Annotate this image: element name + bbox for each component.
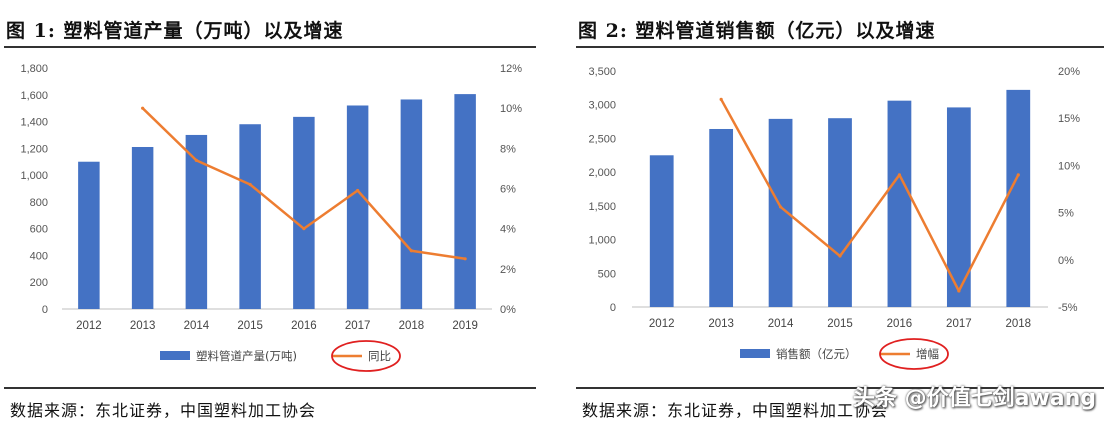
category-tick-label: 2017 — [345, 320, 371, 332]
right-axis-tick-label: 2% — [500, 264, 516, 276]
left-axis-tick-label: 400 — [30, 250, 48, 262]
right-axis-tick-label: -5% — [1058, 302, 1078, 314]
category-tick-label: 2015 — [827, 318, 853, 330]
figure-title: 图 1: 塑料管道产量（万吨）以及增速 — [6, 20, 344, 42]
left-axis-tick-label: 1,800 — [20, 63, 48, 75]
watermark-text: 头条 @价值七剑awang — [852, 386, 1096, 411]
line-point — [356, 188, 360, 193]
right-axis-tick-label: 15% — [1058, 113, 1080, 125]
line-point — [409, 249, 413, 253]
bottom-rule — [4, 387, 536, 389]
line-point — [719, 97, 723, 101]
bar — [709, 128, 734, 307]
category-tick-label: 2014 — [184, 320, 210, 332]
right-axis-tick-label: 0% — [500, 304, 516, 316]
line-point — [302, 227, 306, 231]
category-tick-label: 2016 — [887, 318, 913, 330]
category-tick-label: 2012 — [76, 320, 102, 332]
right-axis-tick-label: 10% — [1058, 160, 1080, 172]
category-tick-label: 2012 — [649, 318, 675, 330]
legend-highlight-ellipse — [331, 340, 401, 372]
left-axis-tick-label: 1,500 — [588, 201, 616, 213]
chart-2: 0 500 1,000 1,500 2,000 2,500 3,000 3,500 -5% 0% 5… — [588, 66, 1080, 370]
bar — [887, 100, 912, 307]
category-tick-label: 2015 — [237, 320, 263, 332]
bar — [185, 134, 208, 309]
source-note: 数据来源：东北证券，中国塑料加工协会 — [10, 401, 317, 420]
bar — [649, 155, 674, 307]
left-axis-tick-label: 0 — [610, 302, 616, 314]
category-tick-label: 2018 — [399, 320, 425, 332]
left-axis-tick-label: 0 — [42, 304, 48, 316]
bar — [400, 99, 423, 309]
line-point — [141, 106, 145, 110]
left-axis-tick-label: 1,200 — [20, 143, 48, 155]
right-axis-tick-label: 12% — [500, 63, 522, 75]
figure-2: 图 2: 塑料管道销售额（亿元）以及增速 0 500 1,000 1,500 2,000… — [572, 0, 1108, 422]
category-tick-label: 2017 — [946, 318, 972, 330]
source-note: 数据来源：东北证券，中国塑料加工协会 — [582, 401, 889, 420]
left-axis-tick-label: 3,500 — [588, 66, 616, 78]
legend-bar-swatch — [740, 349, 770, 358]
bar — [131, 146, 154, 309]
right-axis-tick-label: 20% — [1058, 66, 1080, 78]
line-point — [838, 254, 842, 258]
line-point — [194, 158, 198, 162]
line-point — [778, 205, 783, 209]
right-axis-tick-label: 4% — [500, 224, 516, 236]
line-point — [897, 173, 902, 177]
right-axis-tick-label: 0% — [1058, 255, 1074, 267]
right-axis-tick-label: 10% — [500, 103, 522, 115]
bar — [946, 107, 971, 307]
growth-line — [720, 98, 1020, 293]
left-axis-tick-label: 200 — [30, 277, 48, 289]
left-axis-tick-label: 1,400 — [20, 117, 48, 129]
left-axis-tick-label: 2,500 — [588, 133, 616, 145]
top-rule — [4, 46, 536, 48]
left-axis-tick-label: 1,000 — [588, 235, 616, 247]
line-point — [463, 257, 467, 261]
chart-1: 0 200 400 600 800 1,000 1,200 1,400 1,600 1,800 0%… — [20, 63, 522, 372]
legend-line-label: 增幅 — [916, 347, 939, 361]
bar — [78, 161, 100, 309]
bar — [454, 94, 476, 309]
bar — [346, 105, 369, 309]
left-axis-tick-label: 600 — [30, 224, 48, 236]
bar — [828, 118, 852, 307]
figure-1: 图 1: 塑料管道产量（万吨）以及增速 0 200 400 600 800 1,000 1,… — [0, 0, 540, 422]
bar — [239, 124, 261, 309]
bar — [1006, 89, 1031, 307]
right-axis-tick-label: 5% — [1058, 208, 1074, 220]
left-axis-tick-label: 800 — [30, 197, 48, 209]
bottom-rule — [576, 387, 1104, 389]
line-point — [248, 182, 252, 187]
left-axis-tick-label: 500 — [598, 268, 616, 280]
line-point — [1016, 173, 1020, 177]
bar — [768, 118, 793, 307]
category-tick-label: 2014 — [768, 318, 794, 330]
left-axis-tick-label: 1,000 — [20, 170, 48, 182]
left-axis-tick-label: 2,000 — [588, 167, 616, 179]
legend-bar-swatch — [160, 351, 190, 360]
legend-bar-label: 塑料管道产量(万吨) — [196, 349, 297, 363]
legend-bar-label: 销售额（亿元） — [776, 347, 857, 361]
right-axis-tick-label: 6% — [500, 184, 516, 196]
line-point — [957, 289, 961, 293]
left-axis-tick-label: 1,600 — [20, 90, 48, 102]
category-tick-label: 2016 — [291, 320, 317, 332]
right-axis-tick-label: 8% — [500, 143, 516, 155]
legend-line-label: 同比 — [368, 349, 391, 363]
legend-highlight-ellipse — [879, 338, 949, 370]
figure-title: 图 2: 塑料管道销售额（亿元）以及增速 — [578, 20, 936, 42]
category-tick-label: 2019 — [452, 320, 478, 332]
top-rule — [576, 46, 1104, 48]
bar — [293, 116, 315, 309]
category-tick-label: 2018 — [1005, 318, 1031, 330]
category-tick-label: 2013 — [130, 320, 156, 332]
left-axis-tick-label: 3,000 — [588, 100, 616, 112]
category-tick-label: 2013 — [708, 318, 734, 330]
